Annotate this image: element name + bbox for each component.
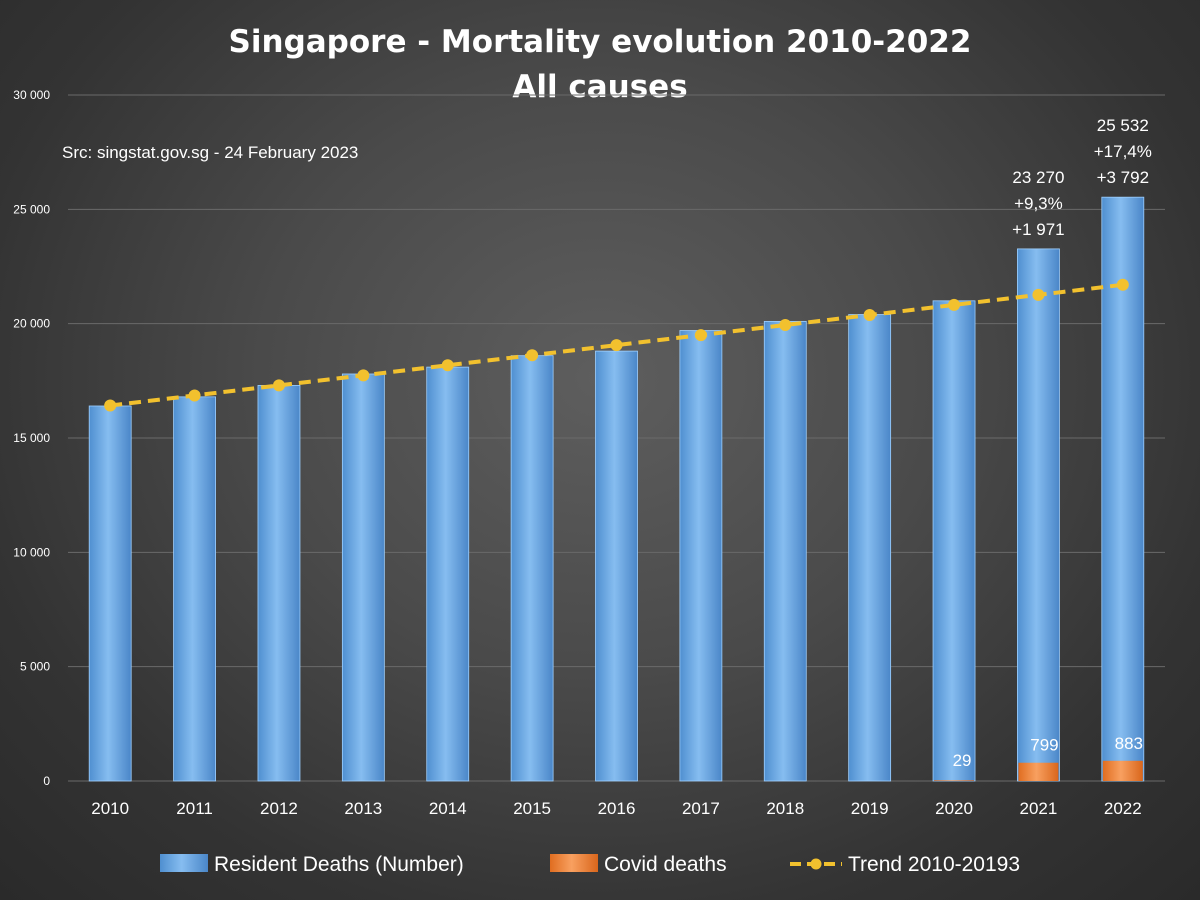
trend-point-2019 [863, 308, 876, 321]
legend-label-trend: Trend 2010-20193 [848, 853, 1020, 876]
annotation-2022-25-532: 25 532 [1097, 116, 1149, 135]
y-axis: 0 5 000 10 000 15 000 20 000 25 000 30 000 [13, 88, 50, 788]
legend-label-covid-deaths: Covid deaths [604, 853, 727, 876]
y-tick-label-0: 0 [43, 774, 50, 788]
y-tick-label-15000: 15 000 [13, 431, 50, 445]
trend-line [104, 278, 1129, 412]
bar-covid-deaths-2022 [1102, 760, 1143, 781]
trend-point-2020 [948, 298, 961, 311]
bar-resident-deaths-2014 [426, 366, 470, 782]
covid-label-2020: 29 [953, 751, 972, 770]
x-tick-label-2013: 2013 [344, 799, 382, 818]
trend-point-2015 [526, 349, 539, 362]
trend-point-2016 [610, 339, 623, 352]
y-tick-label-5000: 5 000 [20, 660, 50, 674]
trend-point-2014 [441, 359, 454, 372]
legend-swatch-resident-deaths [160, 854, 208, 872]
x-tick-label-2022: 2022 [1104, 799, 1142, 818]
y-tick-label-25000: 25 000 [13, 202, 50, 216]
legend: Resident Deaths (Number) Covid deaths Tr… [160, 853, 1020, 876]
trend-point-2011 [188, 389, 201, 402]
bar-resident-deaths-2013 [341, 373, 385, 782]
x-tick-label-2010: 2010 [91, 799, 129, 818]
bar-resident-deaths-2018 [763, 320, 807, 782]
covid-label-2021: 799 [1030, 736, 1058, 755]
y-tick-label-30000: 30 000 [13, 88, 50, 102]
y-tick-label-10000: 10 000 [13, 545, 50, 559]
bars [88, 196, 1145, 782]
trend-point-2017 [694, 329, 707, 342]
trend-point-2022 [1116, 278, 1129, 291]
annotation-2021-1-971: +1 971 [1012, 220, 1064, 239]
x-tick-label-2017: 2017 [682, 799, 720, 818]
x-tick-label-2018: 2018 [766, 799, 804, 818]
trend-point-2018 [779, 319, 792, 332]
annotation-2021-9-3: +9,3% [1014, 194, 1063, 213]
x-tick-label-2016: 2016 [598, 799, 636, 818]
bar-resident-deaths-2020 [932, 300, 976, 782]
data-labels: 23 270 +9,3% +1 971 25 532 +17,4% +3 792 29 799… [953, 116, 1152, 770]
legend-label-resident-deaths: Resident Deaths (Number) [214, 853, 464, 876]
source-note: Src: singstat.gov.sg - 24 February 2023 [62, 143, 358, 162]
trend-point-2021 [1032, 288, 1045, 301]
chart-title-line-1: Singapore - Mortality evolution 2010-202… [229, 24, 972, 60]
x-tick-label-2020: 2020 [935, 799, 973, 818]
annotation-2021-23-270: 23 270 [1012, 168, 1064, 187]
x-tick-label-2021: 2021 [1020, 799, 1058, 818]
x-tick-label-2012: 2012 [260, 799, 298, 818]
covid-label-2022: 883 [1115, 734, 1143, 753]
y-tick-label-20000: 20 000 [13, 317, 50, 331]
trend-point-2012 [272, 379, 285, 392]
legend-swatch-covid-deaths [550, 854, 598, 872]
x-tick-label-2014: 2014 [429, 799, 467, 818]
x-tick-label-2011: 2011 [176, 799, 213, 818]
legend-swatch-trend-dot [810, 858, 822, 870]
x-axis: 2010 2011 2012 2013 2014 2015 2016 2017 2018 2019… [91, 799, 1141, 818]
bar-resident-deaths-2016 [595, 350, 638, 782]
bar-resident-deaths-2011 [173, 396, 216, 782]
bar-resident-deaths-2019 [848, 314, 892, 782]
trend-point-2010 [104, 399, 117, 412]
bar-resident-deaths-2012 [257, 385, 301, 782]
bar-resident-deaths-2021 [1017, 248, 1060, 782]
x-tick-label-2019: 2019 [851, 799, 889, 818]
bar-covid-deaths-2021 [1018, 762, 1059, 781]
bar-resident-deaths-2010 [88, 405, 132, 782]
chart-title-line-2: All causes [512, 69, 687, 105]
trend-point-2013 [357, 369, 370, 382]
bar-resident-deaths-2017 [679, 330, 723, 782]
annotation-2022-3-792: +3 792 [1097, 168, 1149, 187]
bar-covid-deaths-2020 [934, 780, 975, 781]
bar-resident-deaths-2015 [510, 355, 554, 782]
annotation-2022-17-4: +17,4% [1094, 142, 1152, 161]
x-tick-label-2015: 2015 [513, 799, 551, 818]
